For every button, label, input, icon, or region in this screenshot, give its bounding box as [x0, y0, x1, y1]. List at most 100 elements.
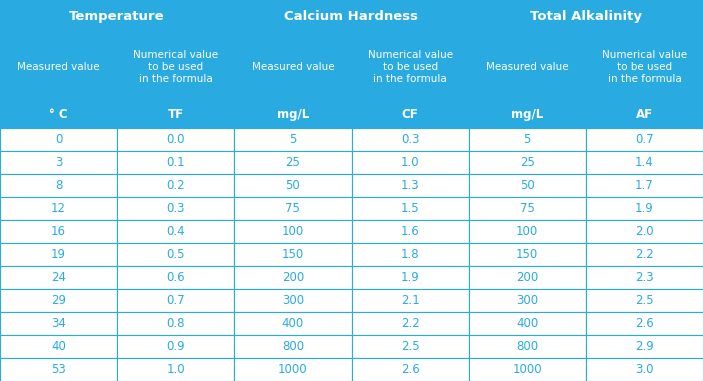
Bar	[352, 358, 469, 381]
Text: 0.3: 0.3	[401, 133, 419, 146]
Text: 0.7: 0.7	[635, 133, 654, 146]
Bar	[117, 174, 234, 197]
Text: 2.5: 2.5	[635, 294, 654, 307]
Text: 1.7: 1.7	[635, 179, 654, 192]
Bar	[586, 174, 703, 197]
Bar	[586, 197, 703, 220]
Bar	[234, 100, 352, 128]
Text: 1.5: 1.5	[401, 202, 420, 215]
Text: 2.0: 2.0	[635, 225, 654, 238]
Text: 1.8: 1.8	[401, 248, 420, 261]
Bar	[117, 266, 234, 289]
Bar	[117, 34, 234, 100]
Text: 100: 100	[516, 225, 538, 238]
Bar	[117, 243, 234, 266]
Bar	[352, 151, 469, 174]
Text: 400: 400	[516, 317, 538, 330]
Bar	[586, 243, 703, 266]
Bar	[234, 34, 352, 100]
Bar	[469, 174, 586, 197]
Bar	[0, 100, 117, 128]
Bar	[234, 151, 352, 174]
Text: 25: 25	[285, 156, 300, 169]
Bar	[352, 312, 469, 335]
Text: 3: 3	[55, 156, 63, 169]
Bar	[469, 220, 586, 243]
Bar	[586, 335, 703, 358]
Text: 1.9: 1.9	[635, 202, 654, 215]
Bar	[469, 266, 586, 289]
Text: 75: 75	[520, 202, 535, 215]
Bar	[469, 243, 586, 266]
Bar	[0, 335, 117, 358]
Bar	[0, 312, 117, 335]
Text: Calcium Hardness: Calcium Hardness	[285, 10, 418, 23]
Bar	[234, 289, 352, 312]
Bar	[352, 34, 469, 100]
Text: mg/L: mg/L	[511, 108, 543, 121]
Text: 400: 400	[282, 317, 304, 330]
Text: 1.6: 1.6	[401, 225, 420, 238]
Bar	[352, 128, 469, 151]
Text: Measured value: Measured value	[252, 62, 334, 72]
Text: 0.6: 0.6	[167, 271, 185, 284]
Text: 0.7: 0.7	[167, 294, 185, 307]
Text: 150: 150	[282, 248, 304, 261]
Bar	[352, 243, 469, 266]
Text: 50: 50	[520, 179, 534, 192]
Text: 53: 53	[51, 363, 66, 376]
Text: 0.4: 0.4	[167, 225, 185, 238]
Text: 200: 200	[282, 271, 304, 284]
Text: 1.0: 1.0	[401, 156, 420, 169]
Bar	[234, 0, 469, 34]
Bar	[469, 312, 586, 335]
Text: 0.9: 0.9	[167, 340, 185, 353]
Text: 2.6: 2.6	[635, 317, 654, 330]
Text: 34: 34	[51, 317, 66, 330]
Bar	[117, 197, 234, 220]
Bar	[0, 151, 117, 174]
Bar	[469, 34, 586, 100]
Bar	[0, 358, 117, 381]
Text: 5: 5	[524, 133, 531, 146]
Bar	[352, 197, 469, 220]
Bar	[117, 289, 234, 312]
Text: Measured value: Measured value	[18, 62, 100, 72]
Text: 2.1: 2.1	[401, 294, 420, 307]
Bar	[117, 128, 234, 151]
Bar	[234, 266, 352, 289]
Text: 50: 50	[285, 179, 300, 192]
Text: AF: AF	[636, 108, 653, 121]
Bar	[586, 266, 703, 289]
Bar	[586, 312, 703, 335]
Text: 1.9: 1.9	[401, 271, 420, 284]
Bar	[117, 358, 234, 381]
Bar	[586, 100, 703, 128]
Text: 2.3: 2.3	[635, 271, 654, 284]
Bar	[234, 243, 352, 266]
Text: Numerical value
to be used
in the formula: Numerical value to be used in the formul…	[602, 50, 687, 84]
Text: 800: 800	[516, 340, 538, 353]
Text: 75: 75	[285, 202, 300, 215]
Bar	[234, 358, 352, 381]
Text: 0.5: 0.5	[167, 248, 185, 261]
Bar	[234, 174, 352, 197]
Text: 5: 5	[289, 133, 297, 146]
Text: 40: 40	[51, 340, 66, 353]
Text: 1000: 1000	[278, 363, 308, 376]
Text: 300: 300	[282, 294, 304, 307]
Text: 800: 800	[282, 340, 304, 353]
Bar	[586, 34, 703, 100]
Bar	[586, 220, 703, 243]
Text: Temperature: Temperature	[70, 10, 165, 23]
Bar	[586, 289, 703, 312]
Bar	[234, 312, 352, 335]
Bar	[0, 0, 234, 34]
Text: 1.3: 1.3	[401, 179, 420, 192]
Text: 19: 19	[51, 248, 66, 261]
Bar	[586, 151, 703, 174]
Text: 1.4: 1.4	[635, 156, 654, 169]
Bar	[234, 197, 352, 220]
Bar	[0, 174, 117, 197]
Bar	[0, 289, 117, 312]
